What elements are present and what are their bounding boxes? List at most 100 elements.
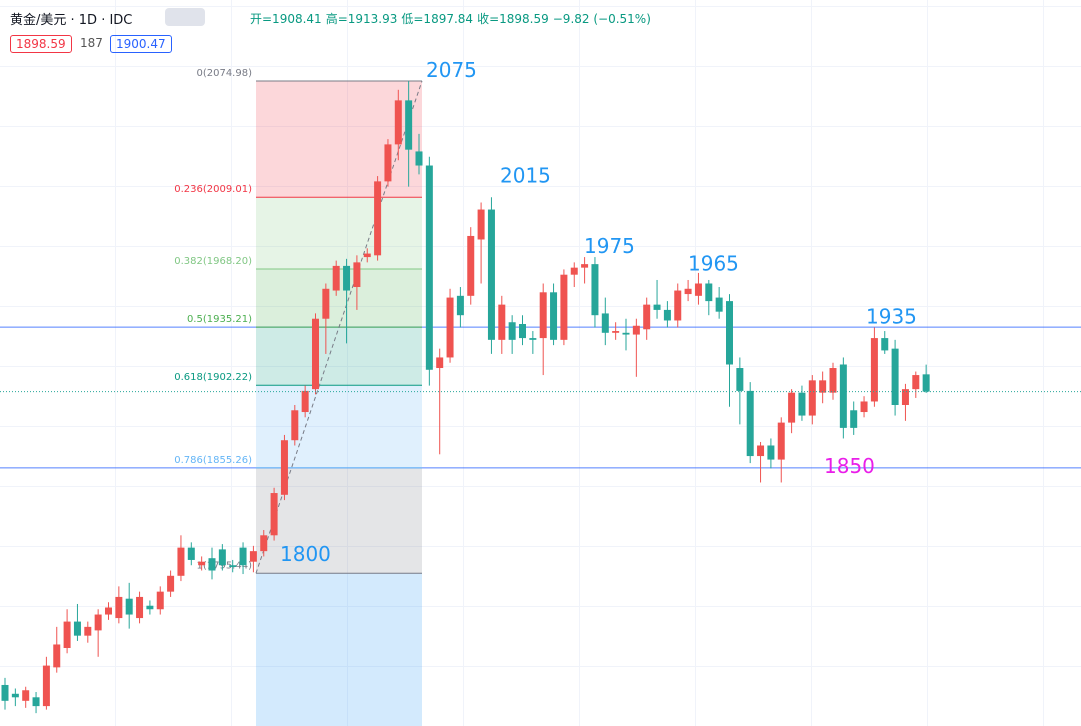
candle-body <box>881 338 889 351</box>
candle-body <box>684 288 692 295</box>
candle-body <box>529 338 537 340</box>
candle-body <box>870 338 878 402</box>
fib-label: 0.618(1902.22) <box>174 372 252 383</box>
candle-body <box>229 565 237 567</box>
annotation: 2075 <box>426 58 477 82</box>
candle-body <box>850 410 858 428</box>
candle-body <box>581 264 589 268</box>
candle-body <box>808 380 816 416</box>
fib-label: 0.236(2009.01) <box>174 184 252 195</box>
candle-body <box>94 614 102 631</box>
candle-body <box>63 621 71 648</box>
candle-body <box>301 390 309 413</box>
candle-body <box>788 392 796 423</box>
candle-body <box>674 290 682 321</box>
candle-body <box>177 547 185 576</box>
annotation: 1850 <box>824 454 875 478</box>
candle-body <box>332 265 340 291</box>
candle-body <box>260 535 268 552</box>
candle-body <box>653 304 661 310</box>
close: 收=1898.59 <box>477 12 549 26</box>
fib-label: 0(2074.98) <box>196 68 252 79</box>
candle-body <box>239 547 247 566</box>
candle-body <box>663 309 671 321</box>
candle-body <box>612 331 620 333</box>
candle-body <box>425 165 433 370</box>
candle-body <box>125 598 133 615</box>
candle-body <box>777 422 785 460</box>
candle-body <box>322 288 330 319</box>
annotation: 1935 <box>866 305 917 329</box>
candle-body <box>591 264 599 316</box>
buy-price[interactable]: 1900.47 <box>110 35 172 53</box>
candle-body <box>208 558 216 571</box>
fib-label: 0.5(1935.21) <box>187 314 252 325</box>
candle-body <box>715 297 723 312</box>
candle-body <box>901 389 909 405</box>
candle-body <box>115 596 123 619</box>
candle-body <box>643 304 651 330</box>
sell-price[interactable]: 1898.59 <box>10 35 72 53</box>
fib-zone <box>256 81 422 198</box>
candle-body <box>622 332 630 335</box>
candle-body <box>746 390 754 457</box>
candle-body <box>291 410 299 441</box>
ohlc: 开=1908.41 高=1913.93 低=1897.84 收=1898.59 −9.8… <box>250 10 655 27</box>
symbol[interactable]: 黄金/美元 · 1D · IDC <box>10 13 133 28</box>
compare-toggle[interactable] <box>165 8 205 26</box>
annotation: 1965 <box>688 252 739 276</box>
annotation: 2015 <box>500 164 551 188</box>
candle-body <box>912 375 920 390</box>
fib-label: 0.786(1855.26) <box>174 455 252 466</box>
candle-body <box>829 368 837 393</box>
candle-body <box>32 697 40 707</box>
candle-body <box>632 325 640 335</box>
candle-body <box>187 547 195 560</box>
candle-body <box>42 665 50 707</box>
fib-label: 0.382(1968.20) <box>174 256 252 267</box>
candle-body <box>891 348 899 405</box>
candle-body <box>415 151 423 166</box>
candle-body <box>73 621 81 636</box>
low: 低=1897.84 <box>401 12 474 26</box>
candle-body <box>405 100 413 150</box>
candle-body <box>487 209 495 340</box>
candle-body <box>839 364 847 428</box>
open: 开=1908.41 <box>250 12 322 26</box>
candle-body <box>1 684 9 701</box>
candle-body <box>467 235 475 296</box>
candle-body <box>705 283 713 302</box>
candle-body <box>53 644 61 668</box>
candle-body <box>312 318 319 390</box>
candle-body <box>819 380 827 393</box>
fib-zone <box>256 327 422 386</box>
candle-body <box>84 626 92 636</box>
candle-body <box>146 605 154 610</box>
candle-body <box>550 292 558 340</box>
candle-body <box>767 445 775 460</box>
candle-body <box>105 607 112 615</box>
candle-body <box>477 209 485 240</box>
candle-body <box>218 549 226 566</box>
candle-body <box>384 144 392 182</box>
candle-body <box>249 551 257 562</box>
candle-body <box>436 357 444 369</box>
candle-body <box>456 295 464 316</box>
spread: 187 <box>80 36 103 50</box>
candle-body <box>22 690 30 701</box>
candle-body <box>270 493 278 536</box>
candle-body <box>136 596 144 619</box>
candle-body <box>570 267 578 275</box>
candle-body <box>798 392 806 416</box>
candle-body <box>394 100 402 145</box>
candle-body <box>11 693 19 698</box>
annotation: 1975 <box>584 234 635 258</box>
candle-body <box>560 274 568 340</box>
fib-zone <box>256 197 422 270</box>
candle-body <box>726 301 733 365</box>
fib-zone <box>256 385 422 468</box>
high: 高=1913.93 <box>325 12 398 26</box>
candle-body <box>757 445 765 457</box>
candle-body <box>343 265 351 291</box>
